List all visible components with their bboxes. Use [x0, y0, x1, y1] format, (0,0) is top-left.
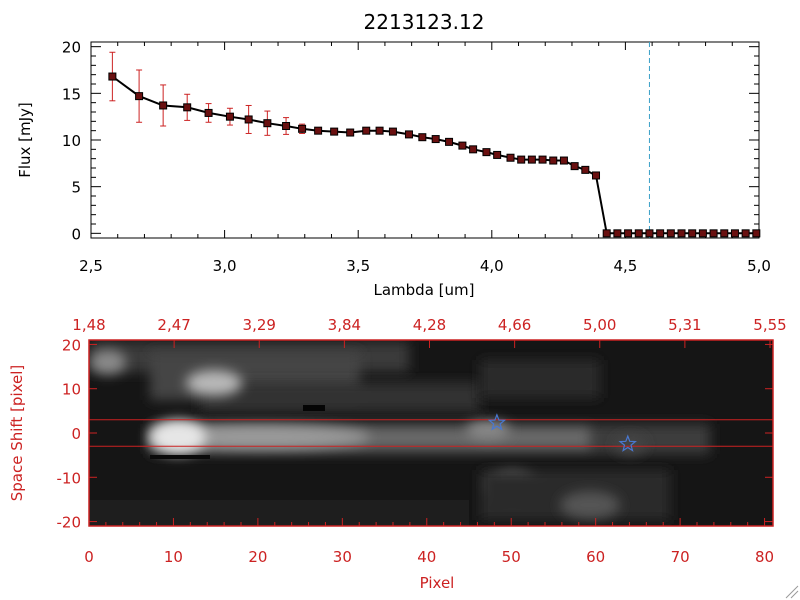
star-marker-icon: [618, 434, 638, 452]
data-point: [634, 229, 643, 238]
spectrum-image-axes: 0 10 20 30 40 50 60 70 80 -20 -10 0 10 20 1,48 2,47 3,29…: [57, 316, 787, 566]
wavelength-tick-label: 1,48: [72, 316, 105, 334]
data-point: [592, 171, 601, 180]
star-marker-icon: [487, 413, 507, 431]
data-point: [244, 115, 253, 124]
data-point: [527, 155, 536, 164]
data-point: [431, 135, 440, 144]
data-point: [263, 119, 272, 128]
data-point: [730, 229, 739, 238]
data-point: [741, 229, 750, 238]
x-tick-label: 3,0: [213, 257, 237, 275]
y-axis-label: Flux [mJy]: [16, 102, 34, 178]
data-point: [135, 92, 144, 101]
shift-tick-label: 10: [62, 381, 81, 399]
data-point: [183, 103, 192, 112]
data-point: [656, 229, 665, 238]
shift-tick-label: -10: [57, 469, 82, 487]
x-tick-label: 2,5: [79, 257, 103, 275]
pixel-tick-label: 0: [84, 548, 94, 566]
data-point: [493, 150, 502, 159]
pixel-tick-label: 70: [671, 548, 690, 566]
data-point: [645, 229, 654, 238]
data-point: [204, 108, 213, 117]
wavelength-tick-label: 5,31: [668, 316, 701, 334]
wavelength-tick-label: 3,29: [243, 316, 276, 334]
data-point: [225, 112, 234, 121]
data-point: [282, 122, 291, 130]
data-point: [314, 126, 323, 135]
data-point: [418, 133, 427, 142]
x-axis-label: Lambda [um]: [374, 281, 475, 299]
y-tick-label: 15: [62, 85, 81, 103]
data-point: [482, 148, 491, 157]
spectrum-axes: 2,5 3,0 3,5 4,0 4,5 5,0 0 5 10 15 20: [62, 39, 771, 275]
wavelength-tick-label: 4,28: [413, 316, 446, 334]
wavelength-tick-label: 3,84: [328, 316, 361, 334]
spectrum-series: [108, 51, 761, 238]
chart-title: 2213123.12: [364, 10, 485, 34]
y-tick-label: 5: [71, 179, 81, 197]
pixel-tick-label: 30: [333, 548, 352, 566]
data-point: [159, 101, 168, 110]
data-point: [506, 153, 515, 162]
wavelength-tick-label: 5,00: [583, 316, 616, 334]
data-point: [330, 127, 339, 136]
data-point: [666, 229, 675, 238]
data-point: [404, 130, 413, 139]
data-point: [624, 229, 633, 238]
data-point: [108, 72, 117, 81]
data-point: [346, 128, 355, 137]
resize-grip-icon[interactable]: [785, 585, 799, 599]
data-point: [469, 145, 478, 154]
bottom-y-axis-label: Space Shift [pixel]: [8, 365, 26, 502]
x-tick-label: 4,0: [480, 257, 504, 275]
shift-tick-label: -20: [57, 514, 82, 532]
data-point: [720, 229, 729, 238]
pixel-tick-label: 60: [586, 548, 605, 566]
data-point: [709, 229, 718, 238]
spectrum-image-panel: 0 10 20 30 40 50 60 70 80 -20 -10 0 10 20 1,48 2,47 3,29…: [8, 316, 787, 592]
data-point: [752, 229, 761, 238]
bottom-x-axis-label: Pixel: [420, 574, 455, 592]
data-point: [677, 229, 686, 238]
data-point: [388, 127, 397, 136]
data-point: [538, 155, 547, 164]
shift-tick-label: 0: [71, 425, 81, 443]
spectrum-panel: 2213123.12 2,5 3,0 3,5 4,0 4,5 5,0 0 5 10 15 20 La…: [16, 10, 771, 299]
data-point: [698, 229, 707, 238]
data-point: [570, 162, 579, 171]
wavelength-tick-label: 2,47: [157, 316, 190, 334]
data-point: [613, 229, 622, 238]
data-point: [549, 156, 558, 165]
shift-tick-label: 20: [62, 336, 81, 354]
data-point: [375, 126, 384, 135]
wavelength-tick-label: 4,66: [498, 316, 531, 334]
x-tick-label: 5,0: [747, 257, 771, 275]
y-tick-label: 0: [71, 225, 81, 243]
data-point: [458, 141, 467, 150]
data-point: [688, 229, 697, 238]
data-point: [559, 156, 568, 165]
y-tick-label: 10: [62, 132, 81, 150]
pixel-tick-label: 10: [164, 548, 183, 566]
spectrum-image: [89, 340, 773, 526]
data-point: [602, 229, 611, 238]
series-line: [111, 75, 757, 235]
x-tick-label: 3,5: [346, 257, 370, 275]
data-point: [298, 124, 307, 133]
pixel-tick-label: 20: [248, 548, 267, 566]
data-point: [517, 155, 526, 164]
y-tick-label: 20: [62, 39, 81, 57]
wavelength-tick-label: 5,55: [753, 316, 786, 334]
x-tick-label: 4,5: [613, 257, 637, 275]
data-point: [445, 137, 454, 146]
pixel-tick-label: 80: [755, 548, 774, 566]
pixel-tick-label: 40: [417, 548, 436, 566]
pixel-tick-label: 50: [502, 548, 521, 566]
data-point: [581, 165, 590, 174]
data-point: [362, 126, 371, 135]
